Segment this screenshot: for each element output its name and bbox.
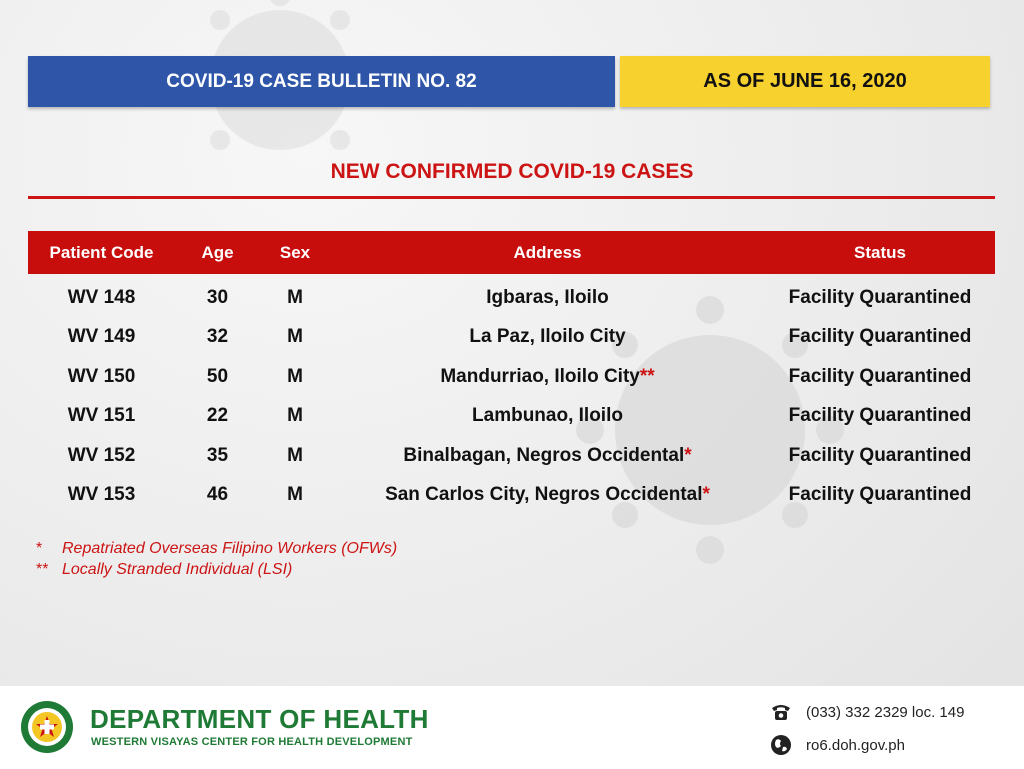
footnote-lsi: ** Locally Stranded Individual (LSI) — [36, 561, 293, 578]
bulletin-number-banner: COVID-19 CASE BULLETIN NO. 82 — [28, 56, 615, 107]
patient-code: WV 150 — [67, 365, 136, 387]
footnote-mark: * — [702, 484, 710, 506]
patient-code: WV 153 — [67, 484, 136, 506]
table-row: WV 151 22 M Lambunao, Iloilo Facility Qu… — [28, 397, 995, 437]
patient-sex: M — [287, 484, 303, 506]
patient-code: WV 149 — [67, 326, 136, 348]
patient-sex: M — [287, 444, 303, 466]
column-header-address: Address — [513, 242, 582, 262]
as-of-date-banner: AS OF JUNE 16, 2020 — [620, 56, 990, 107]
patient-age: 46 — [206, 484, 229, 506]
table-row: WV 148 30 M Igbaras, Iloilo Facility Qua… — [28, 278, 995, 318]
patient-status: Facility Quarantined — [788, 405, 972, 427]
column-header-status: Status — [854, 242, 906, 262]
title-divider — [28, 196, 995, 199]
column-header-patient-code: Patient Code — [49, 242, 154, 262]
patient-status: Facility Quarantined — [788, 444, 972, 466]
patient-address: Binalbagan, Negros Occidental* — [403, 444, 692, 466]
org-name: DEPARTMENT OF HEALTH — [90, 704, 429, 734]
section-title: NEW CONFIRMED COVID-19 CASES — [330, 160, 694, 183]
patient-status: Facility Quarantined — [788, 484, 972, 506]
column-header-sex: Sex — [279, 242, 311, 262]
table-row: WV 150 50 M Mandurriao, Iloilo City** Fa… — [28, 357, 995, 397]
patient-code: WV 152 — [67, 444, 136, 466]
cases-table: Patient Code Age Sex Address Status WV 1… — [28, 231, 995, 515]
footnotes: * Repatriated Overseas Filipino Workers (… — [36, 538, 397, 580]
patient-status: Facility Quarantined — [788, 326, 972, 348]
website-contact: ro6.doh.gov.ph — [770, 734, 905, 756]
patient-address: Mandurriao, Iloilo City** — [440, 365, 655, 387]
patient-sex: M — [287, 405, 303, 427]
footnote-mark: ** — [639, 365, 655, 387]
patient-code: WV 151 — [67, 405, 136, 427]
patient-age: 50 — [206, 365, 229, 387]
patient-age: 35 — [206, 444, 229, 466]
patient-address: Lambunao, Iloilo — [472, 405, 623, 427]
footnote-ofw: * Repatriated Overseas Filipino Workers (… — [36, 540, 398, 557]
telephone-icon — [772, 705, 790, 720]
phone-number: (033) 332 2329 loc. 149 — [806, 703, 965, 721]
doh-seal-icon — [21, 701, 73, 753]
globe-icon — [771, 735, 791, 755]
table-header-row: Patient Code Age Sex Address Status — [28, 231, 995, 274]
table-row: WV 152 35 M Binalbagan, Negros Occidenta… — [28, 436, 995, 476]
patient-code: WV 148 — [67, 286, 136, 308]
column-header-age: Age — [201, 242, 234, 262]
patient-age: 30 — [206, 286, 229, 308]
patient-address: Igbaras, Iloilo — [486, 286, 609, 308]
footer: DEPARTMENT OF HEALTH WESTERN VISAYAS CEN… — [0, 686, 1024, 769]
patient-address: La Paz, Iloilo City — [469, 326, 626, 348]
patient-address: San Carlos City, Negros Occidental* — [385, 484, 710, 506]
patient-sex: M — [287, 286, 303, 308]
patient-age: 32 — [206, 326, 229, 348]
patient-sex: M — [287, 326, 303, 348]
patient-status: Facility Quarantined — [788, 286, 972, 308]
table-row: WV 153 46 M San Carlos City, Negros Occi… — [28, 476, 995, 516]
footnote-mark: * — [684, 444, 692, 466]
org-subtitle: WESTERN VISAYAS CENTER FOR HEALTH DEVELO… — [91, 736, 413, 748]
table-row: WV 149 32 M La Paz, Iloilo City Facility… — [28, 318, 995, 358]
patient-status: Facility Quarantined — [788, 365, 972, 387]
phone-contact: (033) 332 2329 loc. 149 — [770, 702, 964, 722]
patient-age: 22 — [206, 405, 229, 427]
website-url[interactable]: ro6.doh.gov.ph — [806, 736, 905, 754]
patient-sex: M — [287, 365, 303, 387]
